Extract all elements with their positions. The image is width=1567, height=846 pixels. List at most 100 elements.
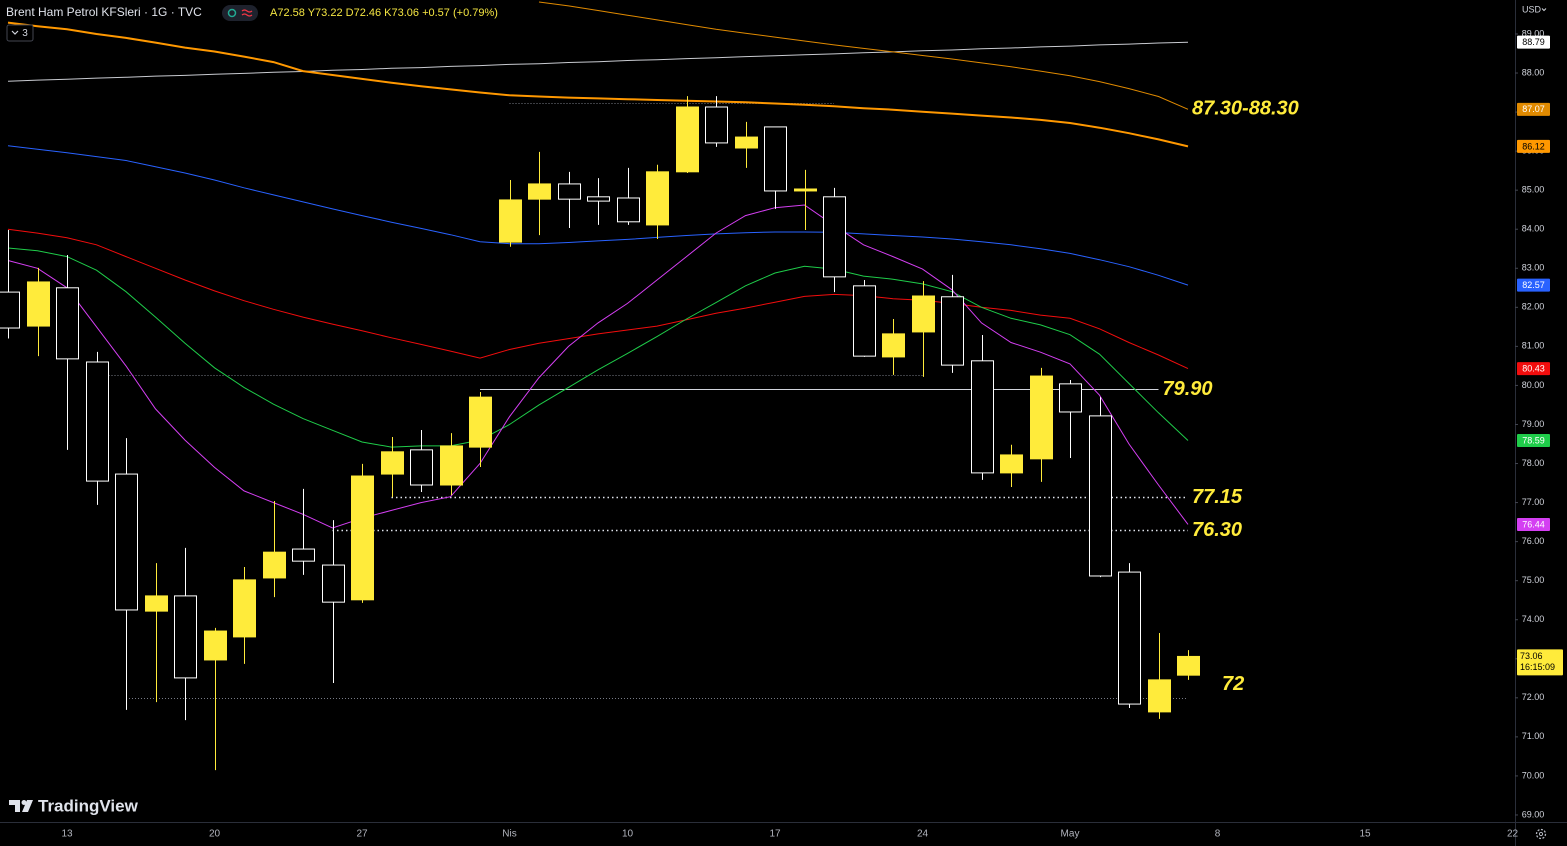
level-label: 76.30 <box>1192 519 1242 541</box>
y-tick-label: 72.00 <box>1522 692 1545 702</box>
price-tag <box>1517 278 1550 292</box>
x-tick-label: 8 <box>1215 829 1221 840</box>
candle-body <box>322 564 345 603</box>
candle-body <box>676 106 699 173</box>
candle-body <box>27 281 50 327</box>
candle-body <box>794 188 817 192</box>
candle-body <box>145 595 168 612</box>
y-tick-label: 76.00 <box>1522 536 1545 546</box>
y-tick-label: 80.00 <box>1522 380 1545 390</box>
candle-body <box>1118 571 1141 705</box>
x-tick-label: Nis <box>502 829 516 840</box>
last-price-tag <box>1517 649 1563 676</box>
candle-body <box>1148 679 1171 713</box>
level-label: 77.15 <box>1192 486 1243 508</box>
candle-body <box>115 473 138 611</box>
x-tick-label: 17 <box>769 829 781 840</box>
price-tag-label: 82.57 <box>1522 280 1545 290</box>
x-tick-label: 13 <box>61 829 73 840</box>
indicator-line <box>7 41 1189 82</box>
candle-body <box>292 548 315 562</box>
price-tag <box>1517 35 1550 49</box>
candle-body <box>1089 415 1112 577</box>
candle-body <box>1177 655 1200 676</box>
candle-body <box>941 296 964 366</box>
x-tick-label: 24 <box>917 829 929 840</box>
price-tag <box>1517 517 1550 531</box>
countdown: 16:15:09 <box>1520 662 1555 672</box>
indicator-line <box>7 204 1189 529</box>
price-tag-label: 86.12 <box>1522 141 1545 151</box>
y-tick-label: 69.00 <box>1522 809 1545 819</box>
candle-body <box>263 551 286 579</box>
status-icons <box>222 5 258 21</box>
y-tick-label: 89.00 <box>1522 28 1545 38</box>
x-tick-label: 20 <box>209 829 221 840</box>
candle-body <box>0 291 20 329</box>
price-tag-label: 88.79 <box>1522 37 1545 47</box>
y-tick-label: 81.00 <box>1522 341 1545 351</box>
indicator-line <box>7 247 1189 448</box>
y-tick-label: 82.00 <box>1522 302 1545 312</box>
y-tick-label: 79.00 <box>1522 419 1545 429</box>
candle-body <box>823 196 846 278</box>
candle-body <box>735 136 758 149</box>
level-label: 72 <box>1222 673 1244 695</box>
candle-body <box>1000 454 1023 474</box>
candle-body <box>410 449 433 486</box>
axes: 69.0070.0071.0072.0073.0074.0075.0076.00… <box>61 28 1544 839</box>
x-tick-label: 15 <box>1359 829 1371 840</box>
price-tag-label: 80.43 <box>1522 364 1545 374</box>
x-tick-label: 10 <box>622 829 634 840</box>
candle-body <box>174 595 197 679</box>
y-tick-label: 77.00 <box>1522 497 1545 507</box>
candle-body <box>204 630 227 661</box>
x-tick-label: 27 <box>356 829 368 840</box>
candle-body <box>528 183 551 200</box>
candle-body <box>469 396 492 448</box>
y-tick-label: 85.00 <box>1522 185 1545 195</box>
price-tag-label: 78.59 <box>1522 435 1545 445</box>
candle-body <box>912 295 935 333</box>
brand-logo: TradingView <box>9 796 139 815</box>
candle-body <box>617 197 640 223</box>
plot-area <box>0 1 1200 771</box>
y-tick-label: 84.00 <box>1522 224 1545 234</box>
indicator-line <box>7 145 1189 286</box>
level-label: 79.90 <box>1163 378 1213 400</box>
x-tick-label: 22 <box>1507 829 1519 840</box>
line-end-label: 87.30-88.30 <box>1192 98 1299 120</box>
candle-body <box>56 287 79 360</box>
currency: USD <box>1522 4 1542 14</box>
price-tag <box>1517 139 1550 153</box>
indicators-toggle[interactable]: 3 <box>6 24 34 42</box>
candle-body <box>646 171 669 226</box>
symbol-title: Brent Ham Petrol KFSleri · 1G · TVC <box>6 5 202 19</box>
y-tick-label: 74.00 <box>1522 614 1545 624</box>
indicator-line <box>538 1 1189 110</box>
candle-body <box>558 183 581 200</box>
candle-body <box>351 475 374 601</box>
indicator-line <box>7 21 1189 148</box>
settings-button[interactable] <box>1535 828 1547 840</box>
last-price-label: 73.06 <box>1520 651 1543 661</box>
price-tag <box>1517 362 1550 376</box>
y-tick-label: 75.00 <box>1522 575 1545 585</box>
candle-body <box>971 360 994 474</box>
indicators-count: 3 <box>22 28 28 39</box>
candle-body <box>587 196 610 202</box>
price-tag <box>1517 433 1550 447</box>
candle-body <box>764 126 787 192</box>
candle-body <box>86 361 109 482</box>
candle-body <box>705 106 728 144</box>
candle-body <box>233 579 256 638</box>
currency-menu[interactable]: USD <box>1522 4 1547 14</box>
candle-body <box>499 199 522 243</box>
brand-name: TradingView <box>38 796 139 815</box>
price-tags: 88.79 87.07 86.12 82.57 80.43 78.59 76.44 73.06… <box>1517 35 1563 676</box>
y-tick-label: 71.00 <box>1522 731 1545 741</box>
y-tick-label: 78.00 <box>1522 458 1545 468</box>
x-tick-label: May <box>1061 829 1080 840</box>
indicator-line <box>7 228 1189 370</box>
